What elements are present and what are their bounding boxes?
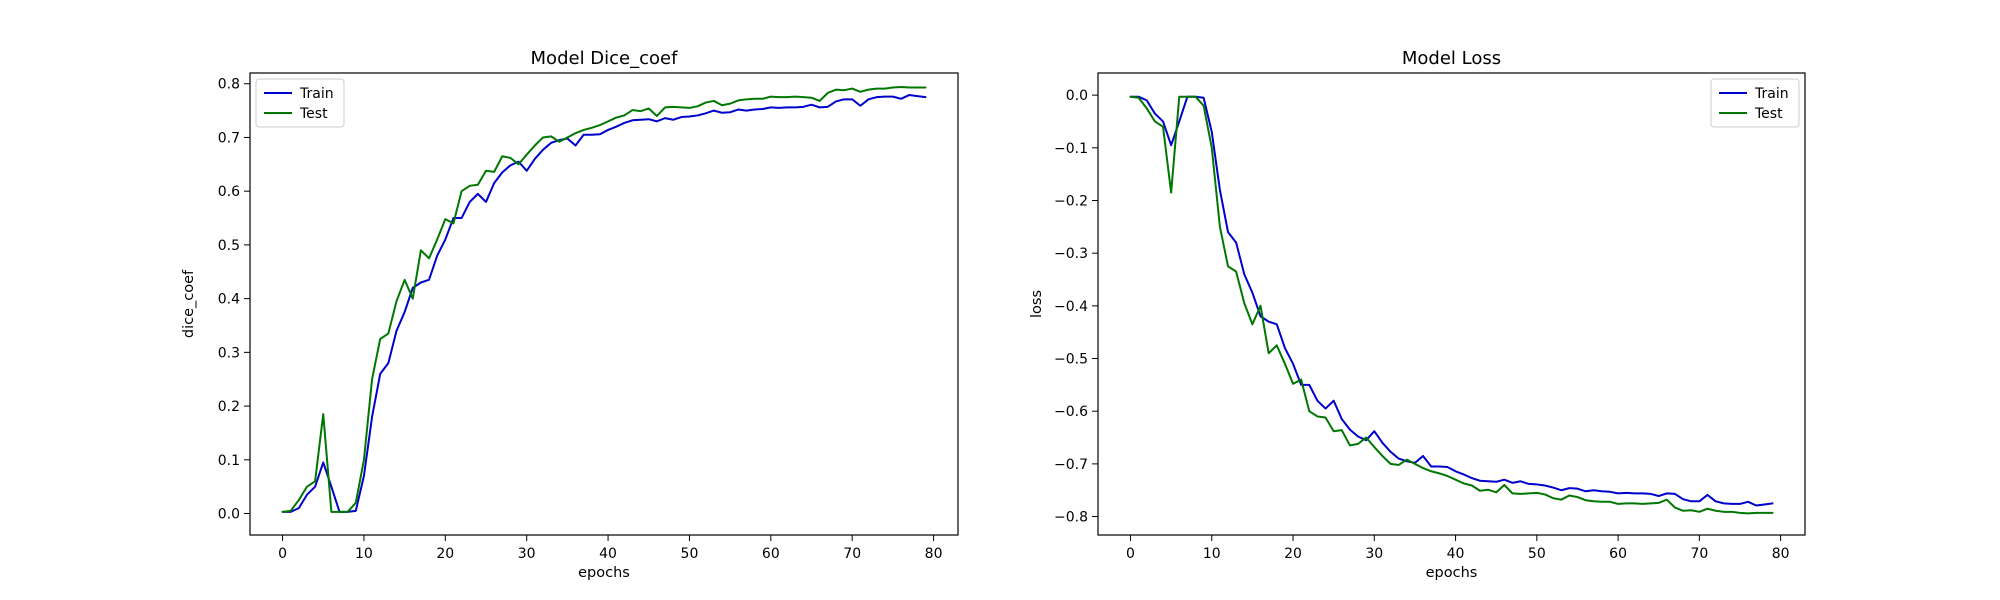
y-tick-label: 0.5 [218,238,240,254]
y-tick-label: 0.0 [1066,88,1088,104]
x-tick-label: 0 [1126,546,1135,562]
y-tick-label: 0.3 [218,345,240,361]
x-tick-label: 30 [1365,546,1383,562]
x-tick-label: 40 [1447,546,1465,562]
y-tick-label: −0.3 [1054,246,1088,262]
series-line-test [281,85,927,513]
chart-title: Model Dice_coef [531,48,679,69]
series-line-train [1129,95,1774,507]
x-tick-label: 50 [681,546,699,562]
x-tick-label: 60 [1609,546,1627,562]
chart-title: Model Loss [1402,48,1501,69]
y-tick-label: −0.4 [1054,299,1088,315]
legend: Train Test [1710,78,1800,128]
dice-coef-chart: 0 10 20 30 40 50 60 70 80 0.0 0.1 0.2 0.3 0.4 0.5 0.6 0.… [181,48,959,581]
legend-box [255,78,345,128]
y-tick-label: −0.5 [1054,352,1088,368]
x-axis-label: epochs [578,565,630,581]
y-tick-label: −0.1 [1054,141,1088,157]
x-tick-label: 70 [843,546,861,562]
legend-label-train: Train [299,86,334,102]
y-tick-label: 0.6 [218,184,240,200]
legend: Train Test [255,78,345,128]
legend-label-test: Test [1754,106,1783,122]
x-tick-label: 80 [1772,546,1790,562]
x-tick-label: 10 [1203,546,1221,562]
x-tick-label: 30 [518,546,536,562]
y-tick-label: −0.6 [1054,404,1088,420]
y-axis-label: dice_coef [181,269,197,338]
x-tick-label: 20 [436,546,454,562]
y-tick-label: −0.2 [1054,193,1088,209]
legend-label-train: Train [1754,86,1789,102]
x-tick-label: 80 [925,546,943,562]
x-tick-label: 10 [355,546,373,562]
loss-chart: 0 10 20 30 40 50 60 70 80 0.0 −0.1 −0.2 −0.3 −0.4 −0.5… [1029,48,1806,581]
y-tick-label: 0.1 [218,453,240,469]
y-tick-label: −0.8 [1054,510,1088,526]
y-tick-label: 0.8 [218,77,240,93]
y-tick-label: 0.0 [218,507,240,523]
series-line-train [281,94,927,513]
x-tick-label: 20 [1284,546,1302,562]
y-tick-label: 0.7 [218,130,240,146]
y-tick-label: 0.2 [218,399,240,415]
x-tick-label: 40 [599,546,617,562]
y-tick-label: −0.7 [1054,457,1088,473]
y-axis-label: loss [1029,290,1045,318]
x-axis-label: epochs [1426,565,1478,581]
series-line-test [1129,95,1774,515]
plot-frame [249,72,959,536]
legend-label-test: Test [299,106,328,122]
x-tick-label: 50 [1528,546,1546,562]
x-tick-label: 60 [762,546,780,562]
y-tick-label: 0.4 [218,292,240,308]
plot-frame [1097,72,1806,536]
x-tick-label: 70 [1690,546,1708,562]
x-tick-label: 0 [278,546,287,562]
legend-box [1710,78,1800,128]
